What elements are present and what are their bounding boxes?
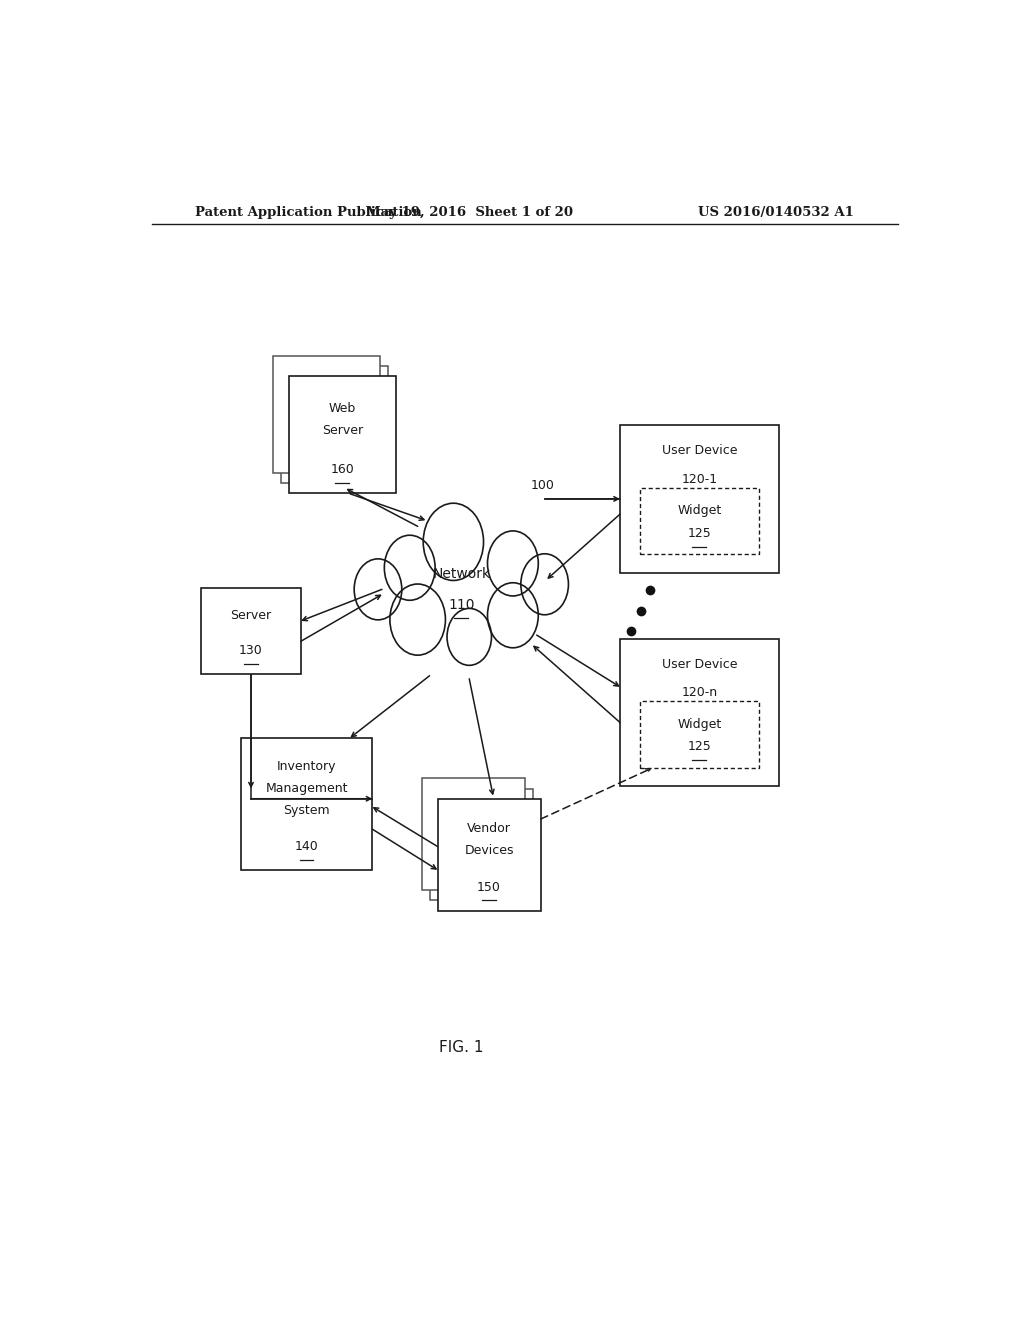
Text: User Device: User Device: [662, 657, 737, 671]
Text: 160: 160: [331, 463, 354, 477]
Bar: [620, 425, 778, 573]
Text: 120-1: 120-1: [681, 473, 718, 486]
Ellipse shape: [398, 529, 524, 649]
Text: Server: Server: [322, 424, 362, 437]
Text: May 19, 2016  Sheet 1 of 20: May 19, 2016 Sheet 1 of 20: [366, 206, 572, 219]
Circle shape: [447, 609, 492, 665]
Text: 140: 140: [295, 840, 318, 853]
Bar: [620, 639, 778, 785]
Text: Network: Network: [432, 568, 490, 581]
Text: 150: 150: [477, 880, 501, 894]
Bar: [422, 779, 524, 890]
Bar: [289, 376, 396, 494]
Circle shape: [384, 535, 435, 601]
Bar: [241, 738, 372, 870]
Bar: [640, 701, 759, 768]
Circle shape: [487, 531, 539, 595]
Text: Widget: Widget: [677, 504, 722, 517]
Text: Server: Server: [230, 610, 271, 622]
Text: System: System: [284, 804, 330, 817]
Bar: [430, 788, 532, 900]
Text: 100: 100: [531, 479, 555, 492]
Text: Vendor: Vendor: [467, 822, 511, 834]
Bar: [281, 366, 388, 483]
Circle shape: [423, 503, 483, 581]
Circle shape: [521, 554, 568, 615]
Bar: [437, 799, 541, 911]
Circle shape: [487, 582, 539, 648]
Text: 130: 130: [240, 644, 263, 657]
Bar: [272, 356, 380, 473]
Circle shape: [390, 583, 445, 655]
Text: User Device: User Device: [662, 444, 737, 457]
Text: Devices: Devices: [464, 843, 514, 857]
Circle shape: [354, 558, 401, 620]
Text: 110: 110: [449, 598, 474, 611]
Text: 120-n: 120-n: [681, 686, 718, 700]
Text: Management: Management: [265, 781, 348, 795]
Text: Inventory: Inventory: [276, 760, 336, 772]
Text: US 2016/0140532 A1: US 2016/0140532 A1: [698, 206, 854, 219]
Text: 125: 125: [687, 741, 712, 754]
Bar: [640, 488, 759, 554]
Text: 125: 125: [687, 527, 712, 540]
Text: Web: Web: [329, 401, 356, 414]
Bar: [202, 587, 301, 675]
Text: Patent Application Publication: Patent Application Publication: [196, 206, 422, 219]
Text: Widget: Widget: [677, 718, 722, 731]
Text: FIG. 1: FIG. 1: [439, 1040, 483, 1055]
